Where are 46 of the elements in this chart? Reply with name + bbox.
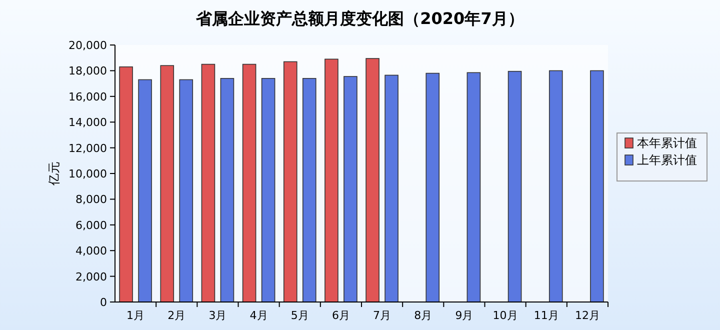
y-tick-label: 0 — [100, 296, 107, 309]
legend-label: 本年累计值 — [637, 136, 697, 150]
x-tick-label: 1月 — [126, 309, 145, 322]
x-tick-label: 9月 — [455, 309, 474, 322]
y-tick-label: 14,000 — [68, 116, 107, 130]
x-tick-label: 5月 — [290, 309, 309, 322]
bar — [160, 65, 174, 302]
x-tick-label: 11月 — [534, 309, 559, 322]
bar — [384, 74, 398, 302]
bar — [590, 70, 604, 302]
y-tick-label: 6,000 — [76, 218, 107, 232]
bar — [426, 72, 440, 302]
bar — [138, 79, 152, 302]
bar — [302, 78, 316, 302]
y-tick-label: 4,000 — [76, 244, 107, 258]
bar — [220, 78, 234, 302]
x-tick-label: 2月 — [168, 309, 186, 322]
y-tick-label: 12,000 — [68, 142, 107, 155]
y-axis-title: 亿元 — [47, 162, 61, 186]
bar — [242, 64, 256, 302]
bar — [119, 66, 133, 302]
y-tick-label: 10,000 — [68, 168, 107, 180]
x-tick-label: 12月 — [574, 309, 600, 322]
bar — [261, 78, 276, 302]
bar — [548, 70, 563, 302]
bar — [201, 64, 216, 302]
x-tick-label: 6月 — [332, 309, 350, 322]
bar — [283, 61, 298, 302]
legend-label: 上年累计值 — [637, 153, 697, 167]
x-tick-label: 3月 — [208, 309, 227, 322]
y-tick-label: 20,000 — [68, 39, 107, 52]
x-tick-label: 4月 — [250, 309, 268, 322]
bar — [179, 79, 194, 302]
bar — [344, 76, 358, 302]
x-tick-label: 7月 — [373, 309, 392, 322]
y-tick-label: 18,000 — [68, 64, 107, 78]
x-tick-label: 8月 — [414, 309, 432, 322]
y-tick-label: 2,000 — [76, 270, 107, 284]
bar — [366, 58, 380, 302]
y-tick-label: 8,000 — [76, 193, 107, 206]
bar — [508, 70, 522, 302]
x-tick-label: 10月 — [492, 309, 518, 322]
y-tick-label: 16,000 — [68, 90, 107, 104]
bar — [466, 72, 481, 302]
bar — [324, 58, 338, 302]
chart-title: 省属企业资产总额月度变化图（2020年7月） — [195, 9, 524, 28]
